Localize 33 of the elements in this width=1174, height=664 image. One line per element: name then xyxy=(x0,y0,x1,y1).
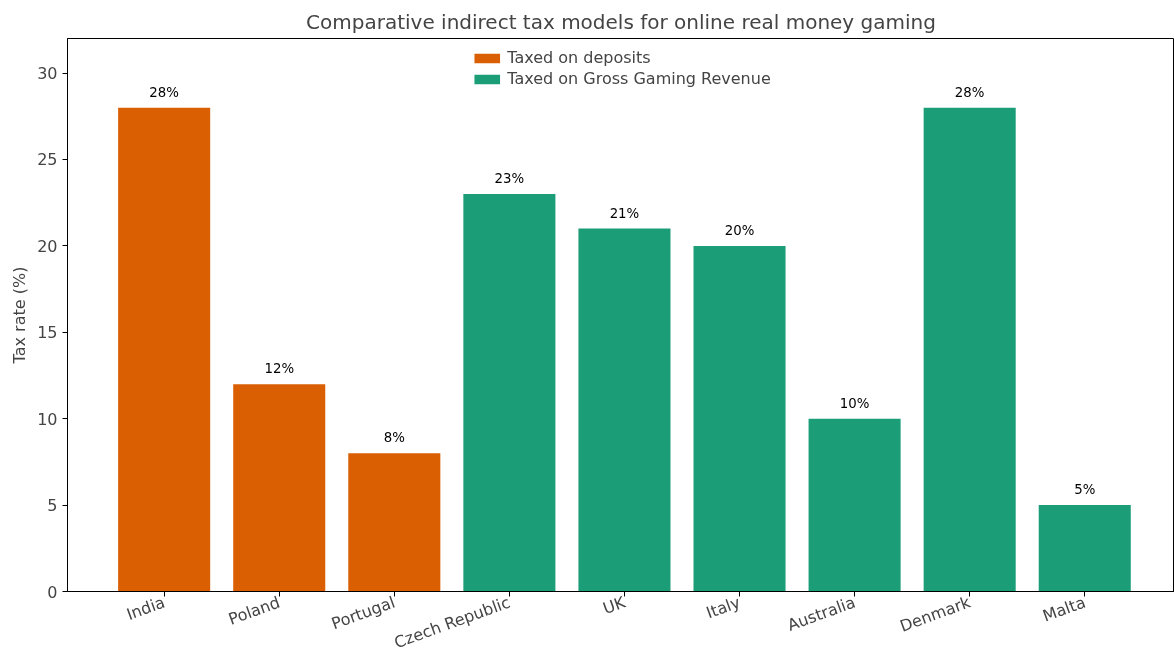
legend-label: Taxed on deposits xyxy=(507,48,651,67)
bar xyxy=(463,194,556,592)
x-tick-label: India xyxy=(124,592,168,624)
y-tick-label: 10 xyxy=(37,409,58,429)
x-tick-label: Italy xyxy=(703,592,743,623)
bar xyxy=(1038,505,1131,592)
bar xyxy=(693,245,786,592)
y-tick-label: 0 xyxy=(47,582,58,602)
bar xyxy=(923,107,1016,592)
data-label: 5% xyxy=(1074,482,1096,498)
y-tick-label: 30 xyxy=(37,64,58,84)
data-label: 8% xyxy=(383,430,405,446)
x-tick-label: UK xyxy=(600,592,629,619)
y-tick-label: 25 xyxy=(37,150,58,170)
y-axis-title: Tax rate (%) xyxy=(10,266,30,365)
data-label: 10% xyxy=(839,395,870,411)
data-label: 28% xyxy=(149,84,179,100)
data-label: 21% xyxy=(609,205,640,221)
data-label: 12% xyxy=(264,361,295,377)
data-label: 28% xyxy=(954,84,985,100)
x-tick-label: Malta xyxy=(1040,592,1089,626)
data-label: 20% xyxy=(724,222,755,238)
bar xyxy=(233,384,326,592)
bar xyxy=(808,418,901,592)
y-tick-label: 15 xyxy=(37,323,58,343)
bar xyxy=(118,107,211,592)
data-label: 23% xyxy=(494,171,525,187)
chart-title: Comparative indirect tax models for online real money gaming xyxy=(306,9,936,34)
y-tick-label: 20 xyxy=(37,236,58,256)
bar xyxy=(348,453,441,592)
legend-label: Taxed on Gross Gaming Revenue xyxy=(507,69,771,88)
y-tick-label: 5 xyxy=(47,496,58,516)
bar xyxy=(578,228,671,592)
